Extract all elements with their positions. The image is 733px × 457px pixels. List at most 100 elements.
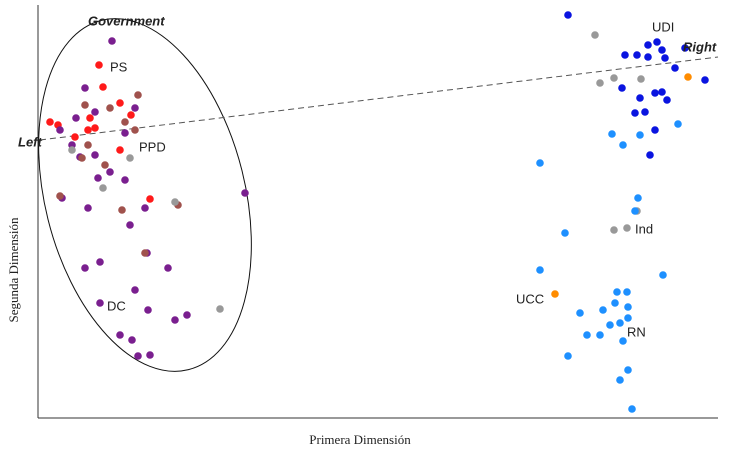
point	[84, 141, 92, 149]
point	[91, 108, 99, 116]
point	[631, 207, 639, 215]
point	[616, 376, 624, 384]
point	[663, 96, 671, 104]
point	[134, 91, 142, 99]
point	[116, 99, 124, 107]
point	[606, 321, 614, 329]
annotation: Left	[18, 134, 43, 149]
point	[101, 161, 109, 169]
point	[146, 195, 154, 203]
point	[126, 221, 134, 229]
point	[96, 299, 104, 307]
point	[628, 405, 636, 413]
point	[576, 309, 584, 317]
point	[684, 73, 692, 81]
left-right-line	[39, 56, 719, 141]
annotation: PS	[110, 59, 128, 74]
point	[608, 130, 616, 138]
annotation: Right	[683, 39, 717, 54]
point	[610, 74, 618, 82]
point	[91, 124, 99, 132]
point	[141, 249, 149, 257]
point	[551, 290, 559, 298]
point	[164, 264, 172, 272]
point	[126, 154, 134, 162]
point	[624, 314, 632, 322]
point	[653, 38, 661, 46]
point	[141, 204, 149, 212]
point	[623, 288, 631, 296]
point	[671, 64, 679, 72]
point	[619, 337, 627, 345]
point	[636, 131, 644, 139]
point	[128, 336, 136, 344]
point	[94, 174, 102, 182]
point	[86, 114, 94, 122]
point	[674, 120, 682, 128]
point	[91, 151, 99, 159]
point	[658, 88, 666, 96]
point	[121, 129, 129, 137]
point	[121, 176, 129, 184]
point	[681, 44, 689, 52]
point	[81, 264, 89, 272]
point	[146, 351, 154, 359]
point	[78, 154, 86, 162]
point	[621, 51, 629, 59]
point	[613, 288, 621, 296]
annotation: UCC	[516, 291, 544, 306]
point	[599, 306, 607, 314]
point	[561, 229, 569, 237]
point	[651, 89, 659, 97]
point	[108, 37, 116, 45]
x-axis-label: Primera Dimensión	[309, 432, 411, 447]
point	[661, 54, 669, 62]
point	[610, 226, 618, 234]
point	[131, 104, 139, 112]
point	[81, 84, 89, 92]
point	[183, 311, 191, 319]
point	[46, 118, 54, 126]
point	[596, 79, 604, 87]
point	[131, 126, 139, 134]
annotation: DC	[107, 298, 126, 313]
point	[171, 316, 179, 324]
point	[651, 126, 659, 134]
annotation: RN	[627, 324, 646, 339]
point	[116, 331, 124, 339]
point	[84, 126, 92, 134]
y-axis-label: Segunda Dimensión	[6, 217, 21, 323]
point	[658, 46, 666, 54]
point	[106, 104, 114, 112]
point	[623, 224, 631, 232]
point	[56, 192, 64, 200]
point	[134, 352, 142, 360]
point	[241, 189, 249, 197]
point	[596, 331, 604, 339]
point	[644, 41, 652, 49]
point	[636, 94, 644, 102]
point	[536, 266, 544, 274]
point	[618, 84, 626, 92]
point	[81, 101, 89, 109]
point	[701, 76, 709, 84]
point	[121, 118, 129, 126]
point	[631, 109, 639, 117]
government-ellipse	[38, 18, 252, 372]
point	[84, 204, 92, 212]
point	[616, 319, 624, 327]
point	[144, 306, 152, 314]
point	[216, 305, 224, 313]
point	[646, 151, 654, 159]
point	[171, 198, 179, 206]
point	[131, 286, 139, 294]
point	[96, 258, 104, 266]
point	[583, 331, 591, 339]
point	[619, 141, 627, 149]
point	[637, 75, 645, 83]
annotation: Government	[88, 13, 165, 28]
point	[624, 366, 632, 374]
point	[56, 126, 64, 134]
point	[536, 159, 544, 167]
